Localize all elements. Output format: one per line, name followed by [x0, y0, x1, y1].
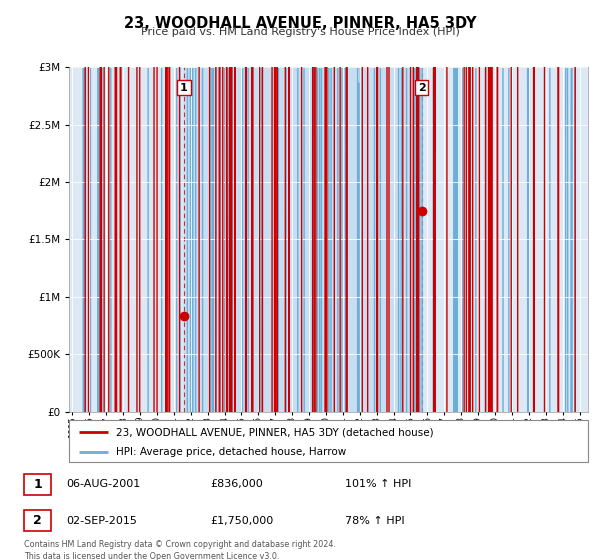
Text: Price paid vs. HM Land Registry's House Price Index (HPI): Price paid vs. HM Land Registry's House … — [140, 27, 460, 38]
Text: £1,750,000: £1,750,000 — [210, 516, 274, 526]
FancyBboxPatch shape — [24, 474, 51, 495]
Text: 2: 2 — [418, 83, 425, 93]
Bar — [184, 67, 422, 412]
Text: 78% ↑ HPI: 78% ↑ HPI — [346, 516, 405, 526]
Text: 23, WOODHALL AVENUE, PINNER, HA5 3DY: 23, WOODHALL AVENUE, PINNER, HA5 3DY — [124, 16, 476, 31]
Text: £836,000: £836,000 — [210, 479, 263, 489]
Text: 1: 1 — [180, 83, 188, 93]
Text: 2: 2 — [33, 514, 42, 528]
Text: 23, WOODHALL AVENUE, PINNER, HA5 3DY (detached house): 23, WOODHALL AVENUE, PINNER, HA5 3DY (de… — [116, 428, 433, 437]
Text: Contains HM Land Registry data © Crown copyright and database right 2024.
This d: Contains HM Land Registry data © Crown c… — [24, 540, 336, 560]
Text: 02-SEP-2015: 02-SEP-2015 — [66, 516, 137, 526]
Text: 101% ↑ HPI: 101% ↑ HPI — [346, 479, 412, 489]
FancyBboxPatch shape — [24, 510, 51, 531]
FancyBboxPatch shape — [69, 420, 588, 462]
Bar — [184, 67, 422, 412]
Text: HPI: Average price, detached house, Harrow: HPI: Average price, detached house, Harr… — [116, 447, 346, 458]
Text: 1: 1 — [33, 478, 42, 491]
Text: 06-AUG-2001: 06-AUG-2001 — [66, 479, 140, 489]
